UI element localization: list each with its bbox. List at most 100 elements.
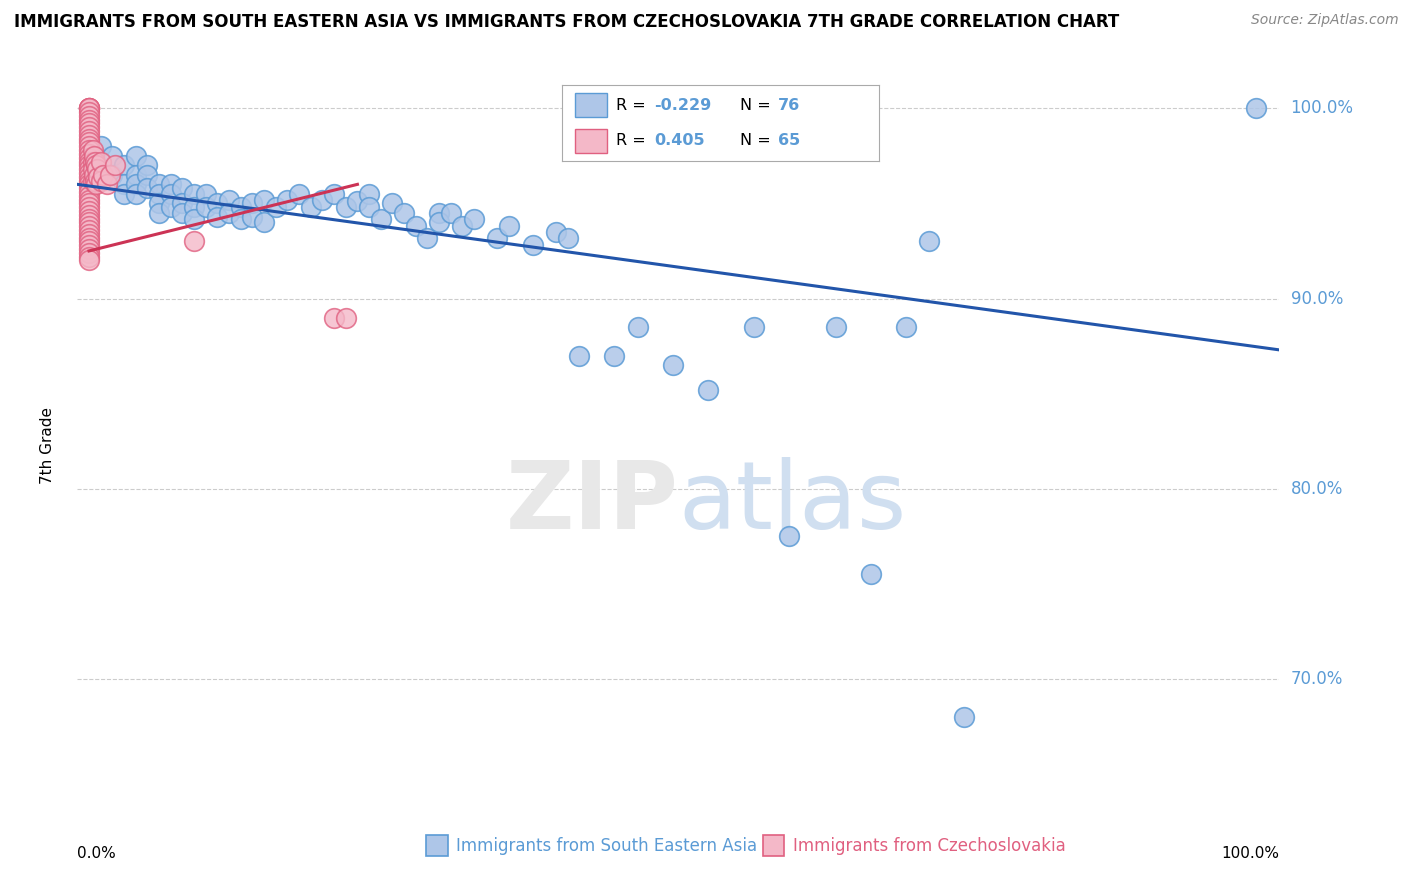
Point: [82, 173, 104, 187]
Point: [451, 219, 474, 234]
Point: [859, 567, 882, 582]
Point: [96, 178, 118, 192]
Point: [359, 186, 381, 201]
Point: [125, 149, 148, 163]
Text: IMMIGRANTS FROM SOUTH EASTERN ASIA VS IMMIGRANTS FROM CZECHOSLOVAKIA 7TH GRADE C: IMMIGRANTS FROM SOUTH EASTERN ASIA VS IM…: [14, 13, 1119, 31]
Text: 76: 76: [778, 98, 800, 112]
Point: [91, 168, 114, 182]
Text: 100.0%: 100.0%: [1291, 99, 1354, 117]
Point: [440, 206, 463, 220]
Point: [77, 235, 100, 249]
Point: [77, 208, 100, 222]
Point: [381, 196, 404, 211]
Point: [77, 116, 100, 130]
Point: [77, 124, 100, 138]
Point: [84, 178, 107, 192]
Point: [77, 101, 100, 115]
Point: [77, 105, 100, 120]
Point: [77, 211, 100, 226]
Point: [288, 186, 311, 201]
Point: [101, 168, 124, 182]
Point: [522, 238, 544, 252]
Text: -0.229: -0.229: [654, 98, 711, 112]
Point: [159, 186, 181, 201]
Point: [148, 206, 170, 220]
Bar: [762, 835, 785, 856]
Text: N =: N =: [740, 133, 776, 148]
Point: [77, 169, 100, 184]
Point: [159, 200, 181, 214]
Point: [77, 109, 100, 123]
Point: [953, 710, 976, 724]
Point: [183, 186, 205, 201]
Text: Immigrants from Czechoslovakia: Immigrants from Czechoslovakia: [793, 837, 1066, 855]
Point: [77, 223, 100, 237]
Point: [77, 151, 100, 165]
Point: [172, 181, 194, 195]
Point: [83, 149, 105, 163]
Point: [77, 242, 100, 256]
Point: [77, 143, 100, 157]
Point: [894, 320, 917, 334]
Point: [77, 136, 100, 150]
Point: [253, 193, 276, 207]
Point: [323, 186, 346, 201]
Point: [83, 168, 105, 182]
Point: [77, 131, 100, 145]
Point: [427, 206, 450, 220]
Point: [77, 147, 100, 161]
Point: [77, 154, 100, 169]
Text: 80.0%: 80.0%: [1291, 480, 1343, 498]
Text: 7th Grade: 7th Grade: [39, 408, 55, 484]
Point: [346, 194, 368, 209]
Point: [77, 139, 100, 153]
Text: 0.405: 0.405: [654, 133, 704, 148]
Point: [104, 158, 127, 172]
Point: [136, 158, 159, 172]
Point: [77, 215, 100, 229]
Point: [77, 193, 100, 207]
Point: [77, 245, 100, 260]
Point: [183, 235, 205, 249]
Point: [77, 112, 100, 127]
Point: [83, 173, 105, 187]
Point: [84, 158, 107, 172]
Point: [77, 101, 100, 115]
Point: [125, 178, 148, 192]
Point: [172, 196, 194, 211]
Point: [276, 193, 298, 207]
Point: [825, 320, 848, 334]
Point: [242, 210, 264, 224]
Point: [626, 320, 648, 334]
Point: [242, 196, 264, 211]
Point: [77, 219, 100, 234]
Point: [77, 158, 100, 172]
Point: [77, 238, 100, 252]
Point: [77, 230, 100, 244]
Point: [172, 206, 194, 220]
Point: [207, 196, 229, 211]
Text: 70.0%: 70.0%: [1291, 670, 1343, 688]
Point: [77, 128, 100, 142]
Text: N =: N =: [740, 98, 776, 112]
Point: [603, 349, 626, 363]
Point: [136, 168, 159, 182]
Text: ZIP: ZIP: [506, 457, 679, 549]
Point: [125, 168, 148, 182]
Point: [229, 200, 252, 214]
Point: [112, 158, 135, 172]
Point: [568, 349, 591, 363]
Point: [218, 206, 240, 220]
Point: [77, 200, 100, 214]
Point: [416, 230, 439, 244]
Point: [77, 162, 100, 177]
Point: [77, 196, 100, 211]
Point: [918, 235, 941, 249]
Point: [148, 196, 170, 211]
Point: [194, 200, 217, 214]
Text: 65: 65: [778, 133, 800, 148]
Text: atlas: atlas: [679, 457, 907, 549]
Point: [90, 154, 112, 169]
Point: [125, 186, 148, 201]
Point: [427, 215, 450, 229]
